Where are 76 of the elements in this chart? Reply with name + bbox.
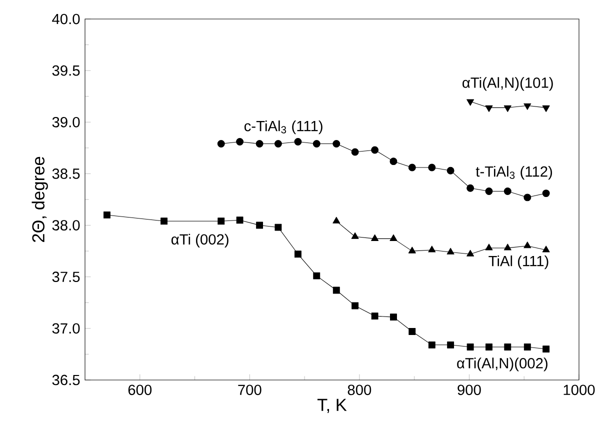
point [332, 286, 340, 294]
y-tick-label: 38.0 [52, 220, 80, 230]
y-axis-title: 2Θ, degree [32, 156, 48, 242]
point [504, 188, 512, 195]
point [351, 232, 359, 239]
annotation: t-TiAl$_{3}$ (112) [476, 166, 552, 180]
point [371, 146, 379, 154]
point [504, 105, 512, 112]
point [313, 272, 320, 280]
point [428, 341, 436, 348]
point [236, 138, 244, 146]
point [408, 164, 416, 172]
point [408, 328, 416, 335]
point [390, 314, 397, 321]
point [542, 105, 550, 112]
annotation: αTi(Al,N)(101) [462, 77, 553, 91]
point [332, 140, 340, 148]
y-tick-label: 38.5 [52, 168, 80, 179]
point [274, 140, 282, 148]
x-axis-title: T, K [317, 398, 347, 414]
point [332, 216, 340, 224]
point [390, 234, 398, 241]
annotation: TiAl (111) [488, 255, 548, 270]
point [256, 140, 264, 148]
point [236, 216, 244, 224]
point [371, 234, 379, 241]
point [390, 158, 398, 166]
point [486, 344, 492, 350]
point [466, 99, 474, 106]
point [408, 246, 416, 254]
point [542, 346, 550, 353]
point [428, 164, 436, 172]
point [446, 248, 454, 254]
annotation: αTi (002) [171, 234, 228, 248]
point [447, 341, 454, 348]
point [466, 250, 474, 256]
point [542, 190, 550, 198]
x-tick-label: 900 [458, 384, 481, 396]
point [485, 105, 493, 112]
point [312, 140, 320, 148]
point [466, 344, 474, 350]
point [504, 344, 512, 350]
point [524, 103, 532, 110]
point [446, 166, 454, 174]
point [351, 148, 359, 156]
y-tick-label: 37.0 [52, 323, 80, 334]
point [217, 140, 225, 148]
point [352, 302, 359, 310]
annotation: c-TiAl$_{3}$ (111) [244, 120, 322, 134]
point [274, 224, 282, 231]
y-tick-label: 36.5 [52, 374, 80, 386]
y-tick-label: 39.5 [52, 65, 80, 76]
point [504, 244, 512, 250]
point [160, 218, 168, 225]
y-tick-label: 40.0 [52, 14, 80, 24]
point [371, 312, 378, 320]
point [294, 138, 302, 146]
point [485, 244, 493, 250]
x-tick-label: 1000 [564, 384, 595, 396]
x-tick-label: 600 [128, 384, 152, 396]
point [218, 218, 225, 225]
point [524, 344, 531, 350]
y-tick-label: 37.5 [52, 272, 80, 282]
point [524, 242, 532, 248]
x-tick-label: 800 [348, 384, 372, 396]
point [294, 250, 302, 258]
point [466, 184, 474, 192]
y-tick-label: 39.0 [52, 116, 80, 128]
point [485, 188, 493, 195]
point [103, 211, 110, 218]
point [256, 222, 264, 229]
annotation: αTi(Al,N)(002) [457, 358, 548, 372]
point [524, 194, 532, 202]
point [428, 246, 436, 252]
point [542, 246, 550, 252]
x-tick-label: 700 [238, 384, 262, 396]
